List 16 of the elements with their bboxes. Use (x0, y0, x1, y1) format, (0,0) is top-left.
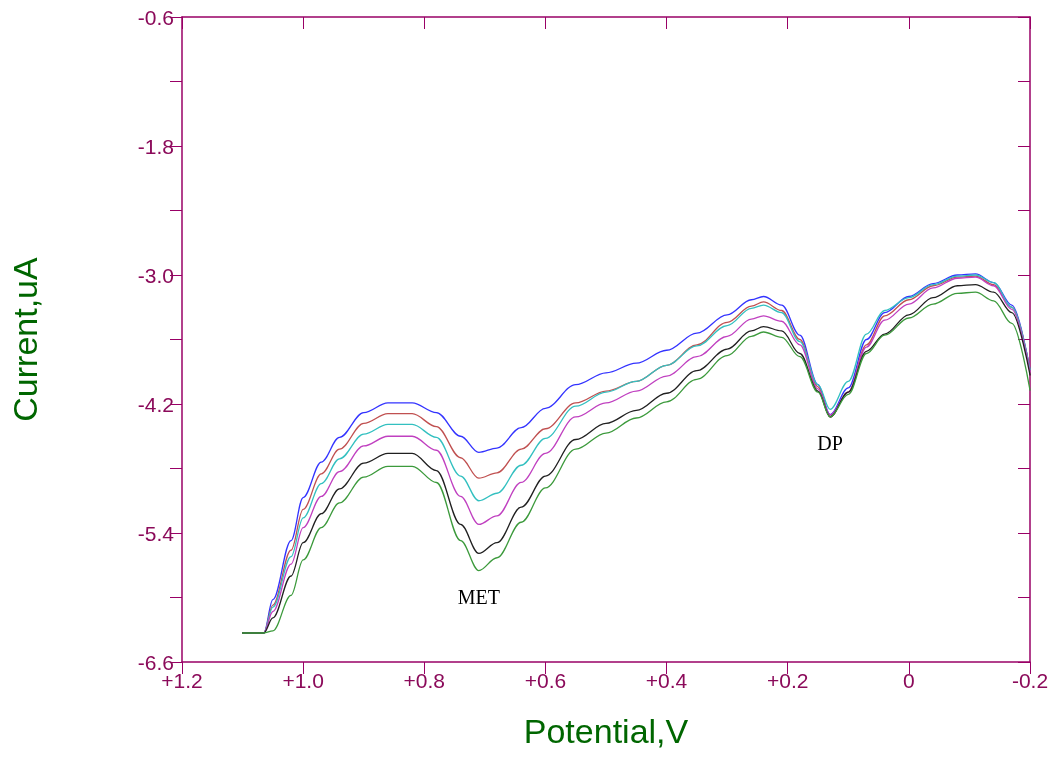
x-axis-title: Potential,V (523, 712, 689, 750)
y-tick-label: -1.8 (137, 134, 174, 158)
y-tick-label: -3.0 (137, 263, 174, 287)
x-tick-label: 0 (903, 669, 915, 692)
y-axis-title: Current,uA (6, 256, 44, 422)
y-tick-label: -0.6 (137, 5, 174, 29)
x-tick-label: +0.6 (524, 669, 567, 692)
x-tick-label: +1.0 (282, 669, 324, 692)
x-tick-label: +0.8 (403, 669, 446, 692)
x-tick-label: -0.2 (1011, 669, 1049, 692)
x-tick-label: +0.2 (766, 669, 809, 692)
y-tick-label: -5.4 (137, 521, 175, 545)
y-tick-label: -4.2 (137, 392, 174, 416)
annotation: MET (457, 585, 500, 608)
x-tick-label: +0.4 (645, 669, 688, 692)
annotation: DP (817, 431, 843, 454)
